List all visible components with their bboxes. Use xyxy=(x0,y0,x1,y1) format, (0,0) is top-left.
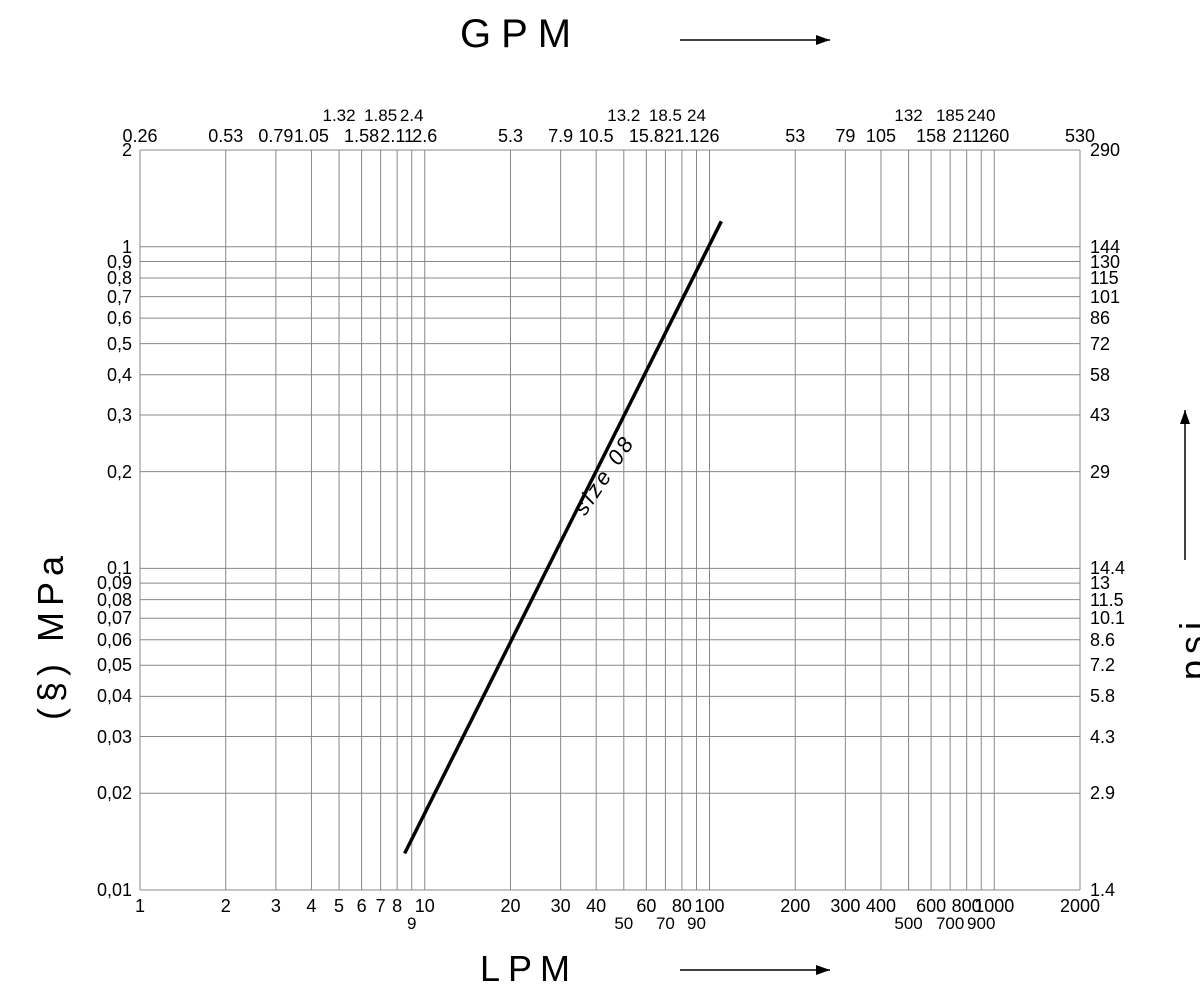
x-top-tick: 2.11 xyxy=(380,126,414,147)
y-right-tick: 5.8 xyxy=(1090,686,1115,707)
y-right-tick: 8.6 xyxy=(1090,630,1115,651)
y-right-tick: 7.2 xyxy=(1090,655,1115,676)
y-right-tick: 58 xyxy=(1090,365,1110,386)
y-right-tick: 14.4 xyxy=(1090,558,1125,579)
x-top-subtick: 1.32 xyxy=(322,106,355,126)
y-left-tick: 0,4 xyxy=(107,365,132,386)
y-right-tick: 101 xyxy=(1090,287,1120,308)
x-bottom-subtick: 9 xyxy=(407,914,416,934)
x-bottom-tick: 200 xyxy=(780,896,810,917)
x-bottom-tick: 7 xyxy=(376,896,386,917)
x-top-tick: 7.9 xyxy=(548,126,573,147)
x-bottom-tick: 1 xyxy=(135,896,145,917)
x-top-tick: 26 xyxy=(700,126,720,147)
y-left-tick: 0,02 xyxy=(97,783,132,804)
y-left-tick: 0,01 xyxy=(97,880,132,901)
x-top-tick: 260 xyxy=(979,126,1009,147)
chart-container: GPM LPM (§) MPa psi 0,01 0,02 0,03 0,04 0,05… xyxy=(0,0,1200,1001)
x-top-subtick: 2.4 xyxy=(400,106,424,126)
x-top-subtick: 240 xyxy=(967,106,995,126)
x-axis-top-label: GPM xyxy=(460,12,581,57)
x-top-tick: 10.5 xyxy=(579,126,614,147)
x-bottom-tick: 400 xyxy=(866,896,896,917)
x-bottom-tick: 30 xyxy=(551,896,571,917)
y-right-tick: 4.3 xyxy=(1090,727,1115,748)
x-bottom-subtick: 900 xyxy=(967,914,995,934)
y-left-tick: 0,07 xyxy=(97,608,132,629)
x-top-tick: 5.3 xyxy=(498,126,523,147)
x-top-subtick: 132 xyxy=(894,106,922,126)
x-top-tick: 79 xyxy=(835,126,855,147)
x-top-tick: 0.53 xyxy=(208,126,243,147)
y-left-tick: 1 xyxy=(122,237,132,258)
x-bottom-subtick: 700 xyxy=(936,914,964,934)
y-right-tick: 72 xyxy=(1090,334,1110,355)
x-top-tick: 1.58 xyxy=(344,126,379,147)
x-top-tick: 211 xyxy=(952,126,981,147)
y-axis-right-label: psi xyxy=(1172,616,1200,680)
y-right-tick: 86 xyxy=(1090,308,1110,329)
x-bottom-subtick: 500 xyxy=(894,914,922,934)
y-right-tick: 43 xyxy=(1090,405,1110,426)
x-bottom-tick: 40 xyxy=(586,896,606,917)
x-bottom-tick: 6 xyxy=(357,896,367,917)
x-top-tick: 105 xyxy=(866,126,896,147)
x-bottom-tick: 20 xyxy=(500,896,520,917)
x-bottom-tick: 300 xyxy=(830,896,860,917)
x-axis-bottom-label: LPM xyxy=(480,948,578,990)
y-left-tick: 0,05 xyxy=(97,655,132,676)
y-left-tick: 0,06 xyxy=(97,630,132,651)
y-left-tick: 0,04 xyxy=(97,686,132,707)
x-bottom-tick: 5 xyxy=(334,896,344,917)
y-left-tick: 0,6 xyxy=(107,308,132,329)
x-top-tick: 158 xyxy=(916,126,946,147)
y-right-tick: 10.1 xyxy=(1090,608,1125,629)
x-bottom-tick: 8 xyxy=(392,896,402,917)
x-top-tick: 15.8 xyxy=(629,126,664,147)
y-left-tick: 0,1 xyxy=(107,558,132,579)
y-left-tick: 0,3 xyxy=(107,405,132,426)
x-bottom-tick: 4 xyxy=(306,896,316,917)
x-bottom-subtick: 70 xyxy=(656,914,675,934)
y-right-tick: 29 xyxy=(1090,462,1110,483)
y-left-tick: 0,2 xyxy=(107,462,132,483)
x-top-tick: 21.1 xyxy=(664,126,699,147)
x-bottom-tick: 60 xyxy=(636,896,656,917)
y-left-tick: 0,7 xyxy=(107,287,132,308)
x-top-subtick: 24 xyxy=(687,106,706,126)
y-right-tick: 144 xyxy=(1090,237,1120,258)
y-axis-left-label: (§) MPa xyxy=(30,550,72,720)
x-bottom-tick: 2 xyxy=(221,896,231,917)
y-left-tick: 0,03 xyxy=(97,727,132,748)
x-top-tick: 0.79 xyxy=(258,126,293,147)
x-top-tick: 0.26 xyxy=(122,126,157,147)
x-top-tick: 53 xyxy=(785,126,805,147)
x-top-tick: 530 xyxy=(1065,126,1095,147)
x-bottom-subtick: 50 xyxy=(614,914,633,934)
x-top-subtick: 18.5 xyxy=(649,106,682,126)
y-right-tick: 2.9 xyxy=(1090,783,1115,804)
x-bottom-tick: 3 xyxy=(271,896,281,917)
x-top-subtick: 1.85 xyxy=(364,106,397,126)
y-left-tick: 0,5 xyxy=(107,334,132,355)
x-top-tick: 2.6 xyxy=(412,126,437,147)
x-bottom-tick: 10 xyxy=(415,896,435,917)
x-bottom-tick: 2000 xyxy=(1060,896,1100,917)
x-top-tick: 1.05 xyxy=(294,126,329,147)
x-top-subtick: 185 xyxy=(936,106,964,126)
x-bottom-subtick: 90 xyxy=(687,914,706,934)
x-top-subtick: 13.2 xyxy=(607,106,640,126)
